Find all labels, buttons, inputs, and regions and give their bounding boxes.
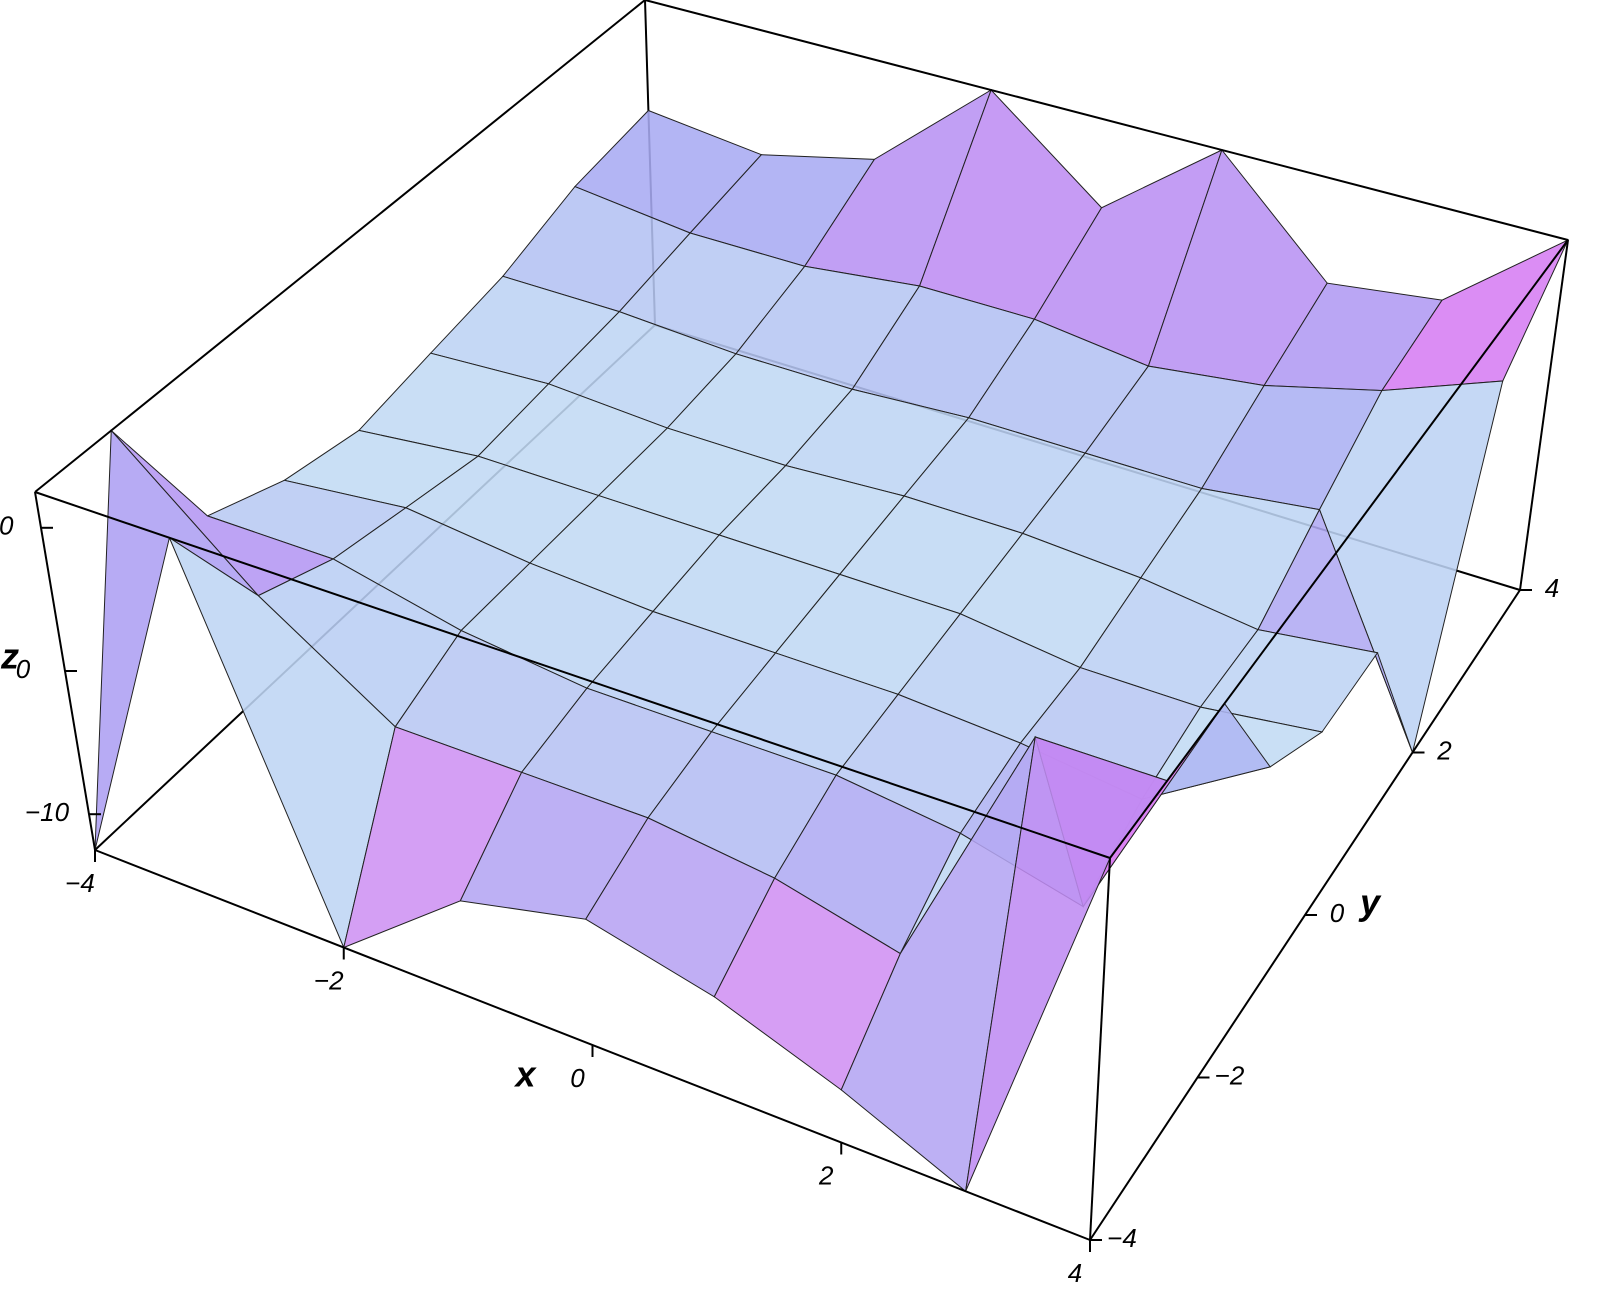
x-tick-label: 0	[570, 1063, 585, 1093]
y-tick-label: 4	[1545, 573, 1559, 603]
box-edge	[34, 0, 646, 493]
x-tick-label: −2	[314, 965, 344, 995]
z-tick-label: 10	[0, 511, 14, 541]
labels: −4 −2 0 2 4 −4 −2 0 2 4 −10 0 10 x y z	[0, 511, 1559, 1288]
y-tick-label: −4	[1107, 1223, 1137, 1253]
x-axis-label: x	[513, 1054, 537, 1095]
x-tick-label: −4	[65, 868, 95, 898]
y-tick-label: −2	[1215, 1060, 1245, 1090]
y-axis-label: y	[1358, 882, 1382, 923]
surface	[94, 88, 1570, 1193]
x-tick-label: 4	[1068, 1258, 1082, 1288]
z-tick-label: −10	[25, 797, 70, 827]
box-edge	[644, 0, 1569, 241]
z-axis-label: z	[0, 636, 19, 677]
y-tick-label: 0	[1330, 898, 1345, 928]
box-edge	[34, 491, 1111, 859]
box-edge	[1109, 239, 1569, 859]
y-tick-label: 2	[1436, 735, 1452, 765]
box-edge	[1519, 239, 1569, 591]
box-edge	[1089, 857, 1111, 1241]
x-tick-label: 2	[818, 1160, 834, 1190]
z-tick-label: 0	[16, 654, 31, 684]
